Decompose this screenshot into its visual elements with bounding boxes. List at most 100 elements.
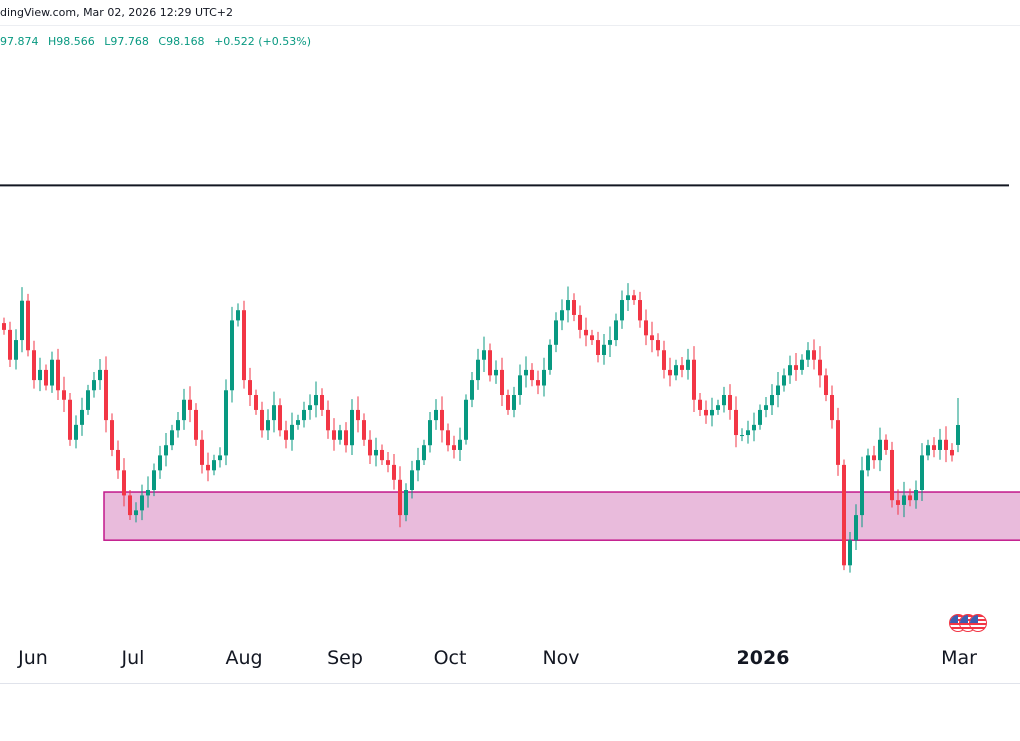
candle-body bbox=[836, 420, 840, 465]
candle-body bbox=[200, 439, 204, 465]
candle bbox=[230, 306, 234, 403]
candle bbox=[290, 412, 294, 451]
candle bbox=[494, 360, 498, 384]
candle bbox=[440, 396, 444, 443]
candle bbox=[950, 443, 954, 462]
candle bbox=[776, 371, 780, 408]
candle-body bbox=[44, 369, 48, 386]
candle bbox=[320, 388, 324, 417]
candle-body bbox=[380, 449, 384, 461]
x-tick-label: Jun bbox=[18, 647, 48, 669]
candle-body bbox=[212, 460, 216, 471]
candle bbox=[32, 340, 36, 389]
candle-body bbox=[740, 435, 744, 437]
candle-body bbox=[842, 464, 846, 566]
candle-body bbox=[152, 470, 156, 490]
candle-body bbox=[236, 310, 240, 321]
candle bbox=[818, 346, 822, 388]
candle-body bbox=[110, 420, 114, 450]
candle-body bbox=[356, 409, 360, 421]
candle-body bbox=[422, 445, 426, 461]
candle-body bbox=[350, 409, 354, 446]
candle bbox=[170, 424, 174, 451]
candle-body bbox=[92, 380, 96, 391]
candle-body bbox=[86, 390, 90, 410]
candle bbox=[896, 489, 900, 515]
candle-body bbox=[170, 430, 174, 446]
candle bbox=[20, 287, 24, 353]
candlestick-chart[interactable] bbox=[0, 0, 1020, 683]
candle-body bbox=[158, 455, 162, 471]
candle-body bbox=[812, 350, 816, 360]
us-flag-economic-events-icon[interactable] bbox=[949, 614, 991, 634]
candle bbox=[800, 354, 804, 375]
candle-body bbox=[956, 425, 960, 445]
candle-body bbox=[656, 340, 660, 351]
candle-body bbox=[848, 540, 852, 566]
candle bbox=[332, 418, 336, 451]
candle bbox=[482, 336, 486, 372]
candle-body bbox=[302, 409, 306, 421]
candle bbox=[608, 326, 612, 358]
candle-body bbox=[584, 329, 588, 336]
candle-body bbox=[284, 430, 288, 440]
candle-body bbox=[728, 395, 732, 410]
candle-body bbox=[590, 335, 594, 341]
candle-body bbox=[878, 439, 882, 461]
candle-body bbox=[332, 430, 336, 440]
candle bbox=[722, 386, 726, 413]
candle bbox=[236, 303, 240, 327]
candle bbox=[866, 448, 870, 477]
candle bbox=[248, 367, 252, 407]
candle bbox=[362, 413, 366, 446]
candle bbox=[656, 333, 660, 357]
candle-body bbox=[476, 359, 480, 381]
candle bbox=[314, 381, 318, 418]
candle-body bbox=[482, 350, 486, 360]
candle-body bbox=[62, 390, 66, 400]
candle bbox=[116, 440, 120, 479]
candle bbox=[422, 439, 426, 466]
candle bbox=[380, 444, 384, 466]
candle bbox=[638, 291, 642, 328]
candle bbox=[242, 300, 246, 389]
candle-body bbox=[614, 320, 618, 341]
candle bbox=[944, 426, 948, 463]
candle bbox=[530, 363, 534, 387]
candle-body bbox=[944, 439, 948, 450]
candle bbox=[74, 415, 78, 449]
candle bbox=[368, 430, 372, 464]
candle bbox=[842, 459, 846, 571]
candle-body bbox=[632, 295, 636, 301]
candle-body bbox=[830, 395, 834, 421]
candle bbox=[794, 352, 798, 381]
candle-body bbox=[464, 399, 468, 440]
candle bbox=[854, 504, 858, 550]
candle bbox=[584, 317, 588, 347]
candle-body bbox=[926, 445, 930, 456]
candle-body bbox=[854, 515, 858, 541]
candle-body bbox=[716, 405, 720, 410]
candle-body bbox=[98, 369, 102, 381]
candle bbox=[38, 357, 42, 392]
candle-body bbox=[458, 439, 462, 450]
candle-body bbox=[860, 470, 864, 516]
candle-body bbox=[794, 365, 798, 370]
candle-body bbox=[68, 399, 72, 440]
candle bbox=[542, 357, 546, 397]
ohlc-legend: 97.874 H98.566 L97.768 C98.168 +0.522 (+… bbox=[0, 35, 317, 48]
candle-body bbox=[494, 369, 498, 376]
candle-body bbox=[884, 439, 888, 450]
candle bbox=[878, 427, 882, 472]
candle bbox=[344, 422, 348, 453]
candle-body bbox=[242, 310, 246, 381]
candle-body bbox=[290, 424, 294, 440]
candle bbox=[728, 384, 732, 420]
candle bbox=[284, 420, 288, 449]
candle bbox=[626, 283, 630, 312]
candle bbox=[932, 437, 936, 458]
candle bbox=[650, 321, 654, 353]
candle bbox=[908, 488, 912, 507]
x-tick-label: Jul bbox=[121, 647, 145, 669]
candle bbox=[590, 329, 594, 345]
